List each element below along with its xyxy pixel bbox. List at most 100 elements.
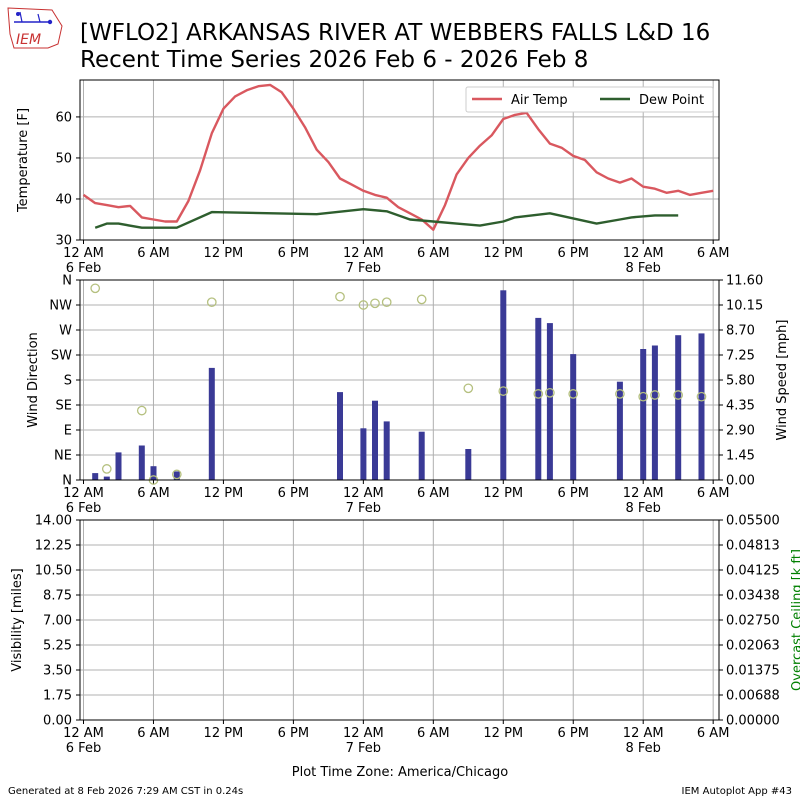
x-tick-label: 6 AM [137,726,170,741]
wind-direction-point [498,386,509,396]
wind-direction-point [673,390,684,400]
wind-direction-point [416,294,427,305]
wind-direction-point [650,390,660,400]
wind-speed-bar [418,431,425,480]
x-tick-label: 6 AM [417,246,450,261]
wind-speed-bar [546,323,553,480]
visibility-tick-label: 12.25 [35,539,72,554]
x-tick-label: 6 AM [697,246,730,261]
visibility-tick-label: 7.00 [43,614,72,629]
ceiling-tick-label: 0.04813 [726,539,780,554]
visibility-tick-label: 0.00 [43,714,72,729]
wind-speed-bar [640,349,647,480]
x-tick-label: 12 AM 7 Feb [343,486,384,516]
wind-speed-bar [337,392,343,480]
x-tick-label: 6 AM [417,486,450,501]
ceiling-tick-label: 0.03438 [726,589,780,604]
wind-dir-tick-label: E [64,424,72,439]
plot-frame [79,79,720,241]
wind-speed-tick-label: 10.15 [726,299,763,314]
wind-speed-tick-label: 0.00 [726,474,755,489]
x-axis-label: Plot Time Zone: America/Chicago [292,765,508,780]
y-tick-label: 50 [55,151,72,166]
ceiling-tick-label: 0.02750 [726,614,780,629]
legend: Air Temp Dew Point [465,86,714,113]
dew-point-line [94,207,679,229]
x-tick-label: 12 PM [483,726,523,741]
wind-direction-point [101,464,112,474]
ceiling-tick-label: 0.02063 [726,639,780,654]
temperature-ylabel: Temperature [F] [16,108,31,213]
visibility-panel: 0.00 1.75 3.50 5.25 7.00 8.75 10.50 12.25 14.00 0… [35,514,780,757]
chart-title-line1: [WFLO2] ARKANSAS RIVER AT WEBBERS FALLS … [80,20,710,46]
wind-speed-bar [92,473,99,480]
wind-direction-point [381,297,392,308]
wind-speed-bar [173,471,180,480]
x-tick-label: 6 AM [137,486,170,501]
y-tick-label: 60 [55,110,72,125]
x-tick-label: 12 PM [204,486,244,501]
wind-speed-bar [570,354,577,480]
wind-speed-bar [150,466,157,480]
wind-speed-bar [465,449,472,480]
wind-speed-bar [138,445,145,480]
wind-speed-bar [616,381,623,480]
x-tick-label: 6 PM [278,486,309,501]
x-tick-label: 6 PM [278,726,309,741]
wind-dir-tick-label: N [62,274,72,289]
visibility-tick-label: 3.50 [43,664,72,679]
air-temp-line [82,83,714,231]
x-tick-label: 12 PM [483,486,523,501]
wind-direction-point [615,389,625,399]
visibility-ylabel: Visibility [miles] [10,568,25,671]
x-tick-label: 12 AM 8 Feb [623,486,664,516]
x-tick-label: 6 PM [558,246,589,261]
wind-speed-bar [103,476,110,480]
wind-direction-point [358,300,369,310]
wind-dir-tick-label: S [64,374,72,389]
ceiling-tick-label: 0.01375 [726,664,780,679]
wind-direction-point [370,298,380,309]
wind-speed-tick-label: 2.90 [726,424,755,439]
wind-speed-bar [500,290,507,480]
y-tick-label: 40 [55,192,72,207]
ceiling-tick-label: 0.00688 [726,689,780,704]
visibility-tick-label: 10.50 [35,564,72,579]
wind-direction-point [136,405,147,416]
x-tick-label: 6 PM [278,246,309,261]
generated-note: Generated at 8 Feb 2026 7:29 AM CST in 0… [8,786,243,797]
x-tick-label: 12 PM [483,246,523,261]
wind-direction-point [568,389,579,399]
ceiling-ylabel: Overcast Ceiling [k ft] [790,549,800,691]
wind-speed-bar [675,335,682,480]
wind-speed-bar [208,367,215,480]
x-tick-label: 12 AM 7 Feb [343,726,384,756]
wind-direction-point [206,297,217,308]
wind-direction-point [171,469,182,480]
visibility-tick-label: 5.25 [43,639,72,654]
wind-speed-tick-label: 5.80 [726,374,755,389]
x-tick-label: 12 PM [204,246,244,261]
wind-direction-point [463,383,474,394]
x-tick-label: 12 AM 7 Feb [343,246,384,276]
wind-speed-bar [383,421,390,480]
wind-panel: N NE E SE S SW W NW N 0.00 1.45 2.90 4.35 5.80 7.25 8.7… [49,274,763,517]
wind-dir-tick-label: NE [54,449,72,464]
wind-speed-tick-label: 11.60 [726,274,763,289]
chart-title-line2: Recent Time Series 2026 Feb 6 - 2026 Feb… [80,47,588,73]
wind-direction-point [533,389,544,399]
wind-speed-tick-label: 1.45 [726,449,755,464]
wind-direction-point [638,391,649,402]
x-tick-label: 6 PM [558,726,589,741]
wind-speed-bar [535,317,542,480]
legend-air-temp-label: Air Temp [511,93,568,108]
logo-text: IEM [16,32,41,48]
visibility-tick-label: 8.75 [43,589,72,604]
x-tick-label: 6 AM [697,726,730,741]
x-tick-label: 12 AM 8 Feb [623,726,664,756]
wind-speed-bar [115,452,122,480]
wind-dir-tick-label: SW [51,349,72,364]
wind-speed-bar [372,400,378,480]
wind-speed-bar [360,428,367,480]
